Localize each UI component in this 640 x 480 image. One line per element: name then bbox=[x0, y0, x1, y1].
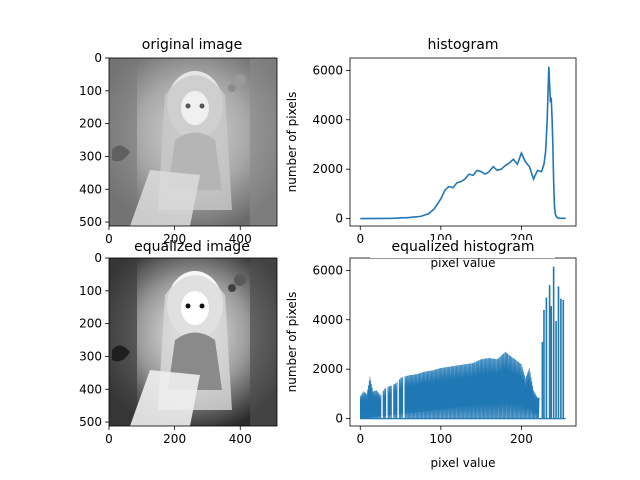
equalized-image-axes: 0 200 400 0 100 200 300 400 500 bbox=[79, 251, 278, 446]
y-tick-label: 6000 bbox=[312, 63, 343, 77]
y-tick-label: 6000 bbox=[312, 263, 343, 277]
original-image-title: original image bbox=[142, 37, 242, 53]
equalized-histogram-ylabel: number of pixels bbox=[285, 292, 299, 393]
y-tick-label: 200 bbox=[79, 117, 102, 131]
histogram-title: histogram bbox=[428, 37, 499, 53]
x-tick-label: 400 bbox=[229, 232, 252, 246]
histogram-plot bbox=[360, 66, 566, 220]
y-tick-label: 0 bbox=[94, 51, 102, 65]
x-tick-label: 0 bbox=[356, 232, 364, 246]
y-tick-label: 300 bbox=[79, 349, 102, 363]
y-tick-label: 2000 bbox=[312, 362, 343, 376]
y-tick-label: 4000 bbox=[312, 313, 343, 327]
x-tick-label: 0 bbox=[105, 432, 113, 446]
y-tick-label: 500 bbox=[79, 415, 102, 429]
y-tick-label: 200 bbox=[79, 317, 102, 331]
y-tick-label: 500 bbox=[79, 215, 102, 229]
x-tick-label: 0 bbox=[105, 232, 113, 246]
y-tick-label: 0 bbox=[335, 412, 343, 426]
y-tick-label: 100 bbox=[79, 84, 102, 98]
y-tick-label: 4000 bbox=[312, 113, 343, 127]
histogram-xlabel: pixel value bbox=[431, 256, 496, 270]
y-tick-label: 2000 bbox=[312, 162, 343, 176]
y-tick-label: 0 bbox=[94, 251, 102, 265]
original-image-panel: original image 0 200 400 0 100 200 300 400 500 bbox=[79, 37, 278, 246]
y-tick-label: 400 bbox=[79, 382, 102, 396]
equalized-histogram-title: equalized histogram bbox=[391, 239, 534, 255]
y-tick-label: 400 bbox=[79, 182, 102, 196]
histogram-line bbox=[360, 66, 566, 220]
histogram-ylabel: number of pixels bbox=[285, 92, 299, 193]
y-tick-label: 100 bbox=[79, 284, 102, 298]
x-tick-label: 200 bbox=[510, 432, 533, 446]
equalized-histogram-body bbox=[359, 351, 540, 419]
x-tick-label: 400 bbox=[229, 432, 252, 446]
x-tick-label: 100 bbox=[429, 432, 452, 446]
y-tick-label: 0 bbox=[335, 212, 343, 226]
equalized-image-picture bbox=[109, 258, 277, 426]
equalized-image-title: equalized image bbox=[134, 239, 250, 255]
original-image-axes: 0 200 400 0 100 200 300 400 500 bbox=[79, 51, 278, 246]
x-tick-label: 200 bbox=[163, 232, 186, 246]
x-tick-label: 200 bbox=[163, 432, 186, 446]
original-image-picture bbox=[109, 58, 277, 226]
y-tick-label: 300 bbox=[79, 149, 102, 163]
equalized-image-panel: equalized image 0 200 400 0 100 200 300 400 500 bbox=[79, 239, 278, 446]
equalized-histogram-plot bbox=[359, 266, 566, 420]
equalized-histogram-xlabel: pixel value bbox=[431, 456, 496, 470]
x-tick-label: 0 bbox=[356, 432, 364, 446]
